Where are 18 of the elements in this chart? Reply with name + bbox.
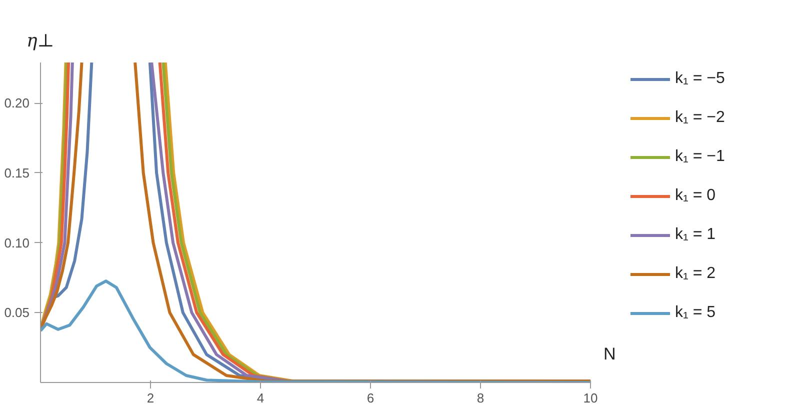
y-tick-label: 0.05	[4, 305, 30, 320]
legend-label: k₁ = 5	[675, 304, 716, 322]
x-tick-label: 2	[146, 390, 154, 406]
y-tick-label: 0.10	[4, 235, 30, 250]
legend-label: k₁ = 0	[675, 187, 716, 205]
legend-label: k₁ = 2	[675, 265, 716, 283]
y-tick-label: 0.15	[4, 165, 30, 180]
legend-label: k₁ = −2	[675, 109, 725, 127]
x-tick-label: 8	[476, 390, 484, 406]
x-tick-label: 4	[256, 390, 264, 406]
y-tick-label: 0.20	[4, 96, 30, 111]
x-tick-label: 10	[583, 390, 598, 406]
y-axis-title: η⊥	[26, 30, 54, 52]
x-tick-label: 6	[366, 390, 374, 406]
legend-label: k₁ = −1	[675, 148, 725, 166]
x-axis-title: N	[604, 344, 616, 364]
legend-label: k₁ = 1	[675, 226, 716, 244]
legend-label: k₁ = −5	[675, 70, 725, 88]
